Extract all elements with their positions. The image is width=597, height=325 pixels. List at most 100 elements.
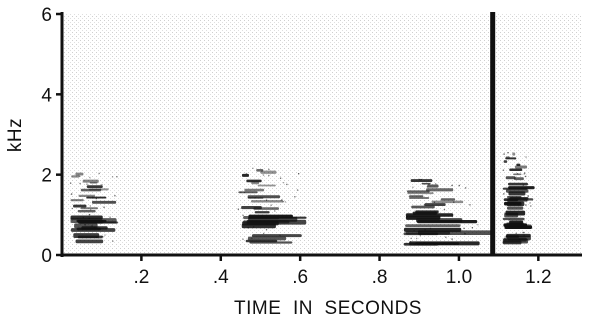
- burst-core-streak: [503, 201, 522, 206]
- burst-speckle: [458, 184, 460, 187]
- burst-speckle: [502, 169, 505, 171]
- burst-speckle: [245, 172, 248, 175]
- burst-speckle: [529, 202, 531, 204]
- spectral-burst: [502, 152, 535, 245]
- spectral-burst: [237, 167, 307, 244]
- burst-harmonic-streak: [408, 197, 430, 200]
- burst-speckle: [251, 237, 253, 239]
- burst-speckle: [524, 175, 527, 178]
- burst-harmonic-streak: [73, 204, 87, 208]
- y-tick-label: 2: [41, 166, 52, 187]
- burst-speckle: [71, 207, 73, 210]
- burst-speckle: [503, 153, 505, 155]
- burst-speckle: [423, 204, 426, 206]
- burst-speckle: [114, 195, 116, 197]
- burst-speckle: [242, 238, 244, 240]
- burst-harmonic-streak: [238, 191, 258, 194]
- burst-harmonic-streak: [421, 182, 431, 185]
- burst-speckle: [84, 224, 86, 226]
- burst-speckle: [522, 231, 524, 234]
- burst-speckle: [252, 167, 254, 169]
- burst-speckle: [254, 196, 256, 199]
- burst-speckle: [514, 158, 516, 160]
- burst-harmonic-streak: [241, 173, 249, 177]
- burst-speckle: [82, 216, 85, 219]
- burst-speckle: [274, 210, 276, 212]
- burst-core-streak: [77, 235, 103, 239]
- burst-core-streak: [505, 189, 529, 193]
- burst-speckle: [506, 237, 509, 239]
- burst-core-streak: [248, 216, 298, 222]
- burst-core-streak: [70, 215, 103, 220]
- burst-speckle: [95, 197, 97, 200]
- burst-speckle: [298, 173, 300, 175]
- burst-speckle: [294, 196, 296, 198]
- burst-harmonic-streak: [415, 210, 439, 214]
- burst-harmonic-streak: [241, 205, 262, 210]
- burst-harmonic-streak: [509, 168, 523, 171]
- burst-speckle: [268, 174, 270, 177]
- burst-harmonic-streak: [71, 175, 80, 178]
- burst-speckle: [91, 225, 93, 227]
- burst-harmonic-streak: [70, 199, 84, 202]
- burst-core-streak: [75, 239, 104, 244]
- burst-speckle: [434, 183, 437, 185]
- x-tick-label: .8: [372, 267, 388, 288]
- burst-speckle: [86, 183, 88, 185]
- burst-speckle: [111, 176, 114, 178]
- burst-speckle: [265, 199, 268, 201]
- burst-core-streak: [247, 236, 287, 241]
- burst-core-streak: [409, 241, 480, 246]
- burst-speckle: [433, 201, 436, 203]
- burst-speckle: [279, 177, 282, 179]
- burst-speckle: [268, 168, 270, 171]
- burst-harmonic-streak: [431, 200, 464, 204]
- burst-speckle: [443, 208, 446, 211]
- burst-speckle: [101, 183, 103, 186]
- burst-speckle: [262, 174, 265, 176]
- burst-harmonic-streak: [88, 188, 109, 191]
- burst-harmonic-streak: [257, 184, 276, 187]
- burst-speckle: [410, 237, 412, 240]
- burst-harmonic-streak: [75, 172, 84, 176]
- burst-harmonic-streak: [513, 173, 522, 176]
- burst-harmonic-streak: [78, 194, 96, 198]
- burst-speckle: [508, 212, 510, 214]
- x-axis-title: TIME IN SECONDS: [234, 298, 422, 319]
- burst-harmonic-streak: [410, 179, 433, 182]
- burst-speckle: [419, 234, 422, 237]
- burst-speckle: [282, 182, 285, 184]
- burst-harmonic-streak: [503, 160, 508, 163]
- burst-speckle: [525, 204, 527, 206]
- burst-speckle: [516, 173, 519, 175]
- burst-speckle: [409, 241, 411, 243]
- burst-harmonic-streak: [260, 170, 277, 174]
- burst-speckle: [451, 215, 454, 218]
- burst-speckle: [458, 184, 460, 187]
- burst-speckle: [270, 204, 272, 206]
- burst-speckle: [418, 178, 421, 181]
- burst-harmonic-streak: [77, 209, 96, 213]
- burst-speckle: [101, 235, 103, 237]
- burst-harmonic-streak: [514, 165, 528, 169]
- burst-core-streak: [509, 196, 529, 200]
- burst-speckle: [527, 195, 529, 197]
- burst-speckle: [70, 193, 73, 195]
- burst-speckle: [453, 201, 455, 203]
- burst-speckle: [517, 204, 519, 206]
- burst-speckle: [284, 201, 287, 203]
- burst-speckle: [503, 193, 505, 195]
- burst-harmonic-streak: [86, 185, 103, 188]
- burst-speckle: [88, 213, 91, 216]
- burst-core-streak: [74, 223, 98, 229]
- burst-harmonic-streak: [82, 179, 99, 183]
- burst-speckle: [88, 217, 90, 220]
- burst-speckle: [463, 227, 465, 230]
- burst-harmonic-streak: [426, 188, 454, 192]
- burst-harmonic-streak: [424, 203, 446, 207]
- burst-speckle: [434, 211, 436, 213]
- burst-speckle: [296, 189, 299, 191]
- burst-speckle: [523, 225, 525, 227]
